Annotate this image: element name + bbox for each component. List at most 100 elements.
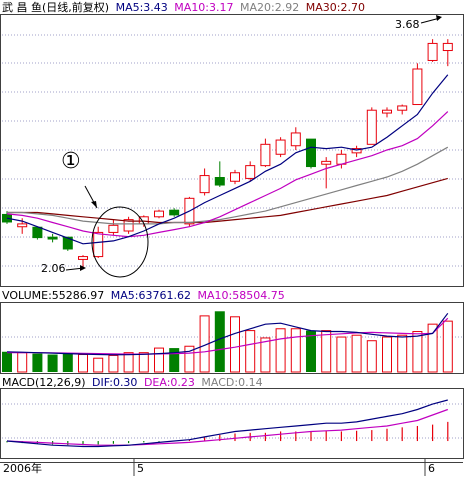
- volume-bar: [123, 352, 134, 373]
- volume-bar: [17, 352, 28, 373]
- volume-bar: [108, 354, 119, 373]
- volume-bar: [62, 353, 73, 372]
- candle-body-up: [260, 143, 271, 167]
- volume-bar: [321, 330, 332, 373]
- ma5-line: [6, 74, 449, 245]
- volume-bar: [47, 354, 58, 372]
- volume-bar: [78, 354, 88, 373]
- volume-ma10-value: MA10:58504.75: [197, 289, 285, 302]
- candle: [47, 233, 58, 243]
- arrowhead-icon: [91, 201, 97, 208]
- candle: [230, 169, 240, 185]
- volume-value: VOLUME:55286.97: [2, 289, 105, 302]
- candle-body-up: [93, 231, 104, 258]
- volume-bar: [290, 328, 301, 373]
- dif-value: DIF:0.30: [92, 376, 138, 389]
- candle: [93, 226, 104, 258]
- ma20-line: [7, 146, 449, 225]
- volume-bar: [245, 330, 256, 373]
- volume-bar: [382, 336, 392, 373]
- candle: [397, 104, 408, 115]
- volume-bar: [442, 320, 453, 373]
- volume-ma10-line: [7, 317, 449, 355]
- candle: [32, 226, 43, 240]
- volume-bar: [412, 331, 423, 373]
- volume-bar: [275, 328, 286, 373]
- candle-body-up: [245, 165, 256, 179]
- candle-body-up: [123, 219, 134, 232]
- volume-bar: [230, 316, 240, 373]
- volume-bars: [2, 311, 453, 373]
- volume-bar: [366, 340, 377, 373]
- panel-frame: [0, 302, 464, 374]
- circle-marker: ①: [61, 149, 81, 174]
- ma30-line: [7, 177, 448, 224]
- annotations: [65, 15, 442, 278]
- high-price-label: 3.68: [395, 18, 420, 31]
- candle: [382, 107, 392, 118]
- candle: [199, 168, 210, 196]
- macd-value: MACD:0.14: [201, 376, 263, 389]
- stock-title: 武 昌 鱼(日线,前复权): [2, 1, 110, 14]
- candle: [412, 63, 423, 106]
- macd-header: MACD(12,26,9) DIF:0.30 DEA:0.23 MACD:0.1…: [2, 377, 263, 389]
- candle: [108, 219, 119, 236]
- candle-body-down: [169, 209, 180, 216]
- panel-frame: [0, 14, 464, 287]
- volume-bar: [214, 311, 225, 372]
- volume-bar: [260, 337, 271, 373]
- volume-bar: [336, 336, 347, 373]
- candle: [260, 138, 271, 168]
- candle: [427, 39, 438, 62]
- volume-bar: [351, 334, 362, 373]
- dea-value: DEA:0.23: [143, 376, 195, 389]
- dif-line: [6, 399, 448, 448]
- macd-params: MACD(12,26,9): [2, 376, 86, 389]
- candle: [351, 145, 362, 158]
- ma5-value: MA5:3.43: [115, 1, 168, 14]
- ma30-value: MA30:2.70: [305, 1, 365, 14]
- candle-body-up: [442, 42, 453, 52]
- candle-body-up: [382, 109, 392, 114]
- volume-bar: [138, 352, 149, 373]
- candle-body-up: [154, 210, 164, 218]
- candle-body-up: [78, 256, 88, 260]
- volume-ma-lines: [6, 312, 449, 356]
- candle-body-up: [366, 109, 377, 145]
- price-header: 武 昌 鱼(日线,前复权) MA5:3.43 MA10:3.17 MA20:2.…: [2, 2, 365, 14]
- candle: [214, 161, 225, 187]
- volume-bar: [154, 347, 164, 373]
- candle-body-up: [351, 148, 362, 154]
- volume-ma5-line: [6, 312, 449, 356]
- candle: [306, 138, 316, 169]
- ma10-value: MA10:3.17: [174, 1, 234, 14]
- candle-body-down: [214, 177, 225, 186]
- high-arrowhead-icon: [436, 15, 442, 21]
- candle-body-down: [47, 236, 58, 240]
- candle-body-up: [275, 139, 286, 155]
- candle-body-up: [17, 223, 28, 228]
- candlestick-series: [2, 39, 453, 270]
- volume-bar: [93, 357, 104, 373]
- ma20-value: MA20:2.92: [240, 1, 300, 14]
- candle: [442, 39, 453, 67]
- candle: [62, 236, 73, 251]
- dea-line: [6, 408, 449, 446]
- moving-average-lines: [6, 74, 449, 245]
- x-label-year: 2006年: [3, 462, 42, 475]
- candle-body-up: [321, 160, 332, 165]
- candle-body-up: [427, 42, 438, 61]
- annotation-circle: [91, 206, 149, 278]
- candle-body-up: [290, 132, 301, 147]
- macd-histogram: [6, 421, 449, 446]
- volume-bar: [2, 351, 12, 372]
- x-label-may: 5: [137, 462, 144, 475]
- candle: [275, 137, 286, 158]
- ma10-line: [6, 111, 449, 238]
- panel-frame: [0, 388, 464, 459]
- volume-bar: [306, 330, 316, 372]
- candle: [245, 161, 256, 182]
- low-arrowhead-icon: [80, 265, 86, 271]
- volume-bar: [397, 334, 408, 373]
